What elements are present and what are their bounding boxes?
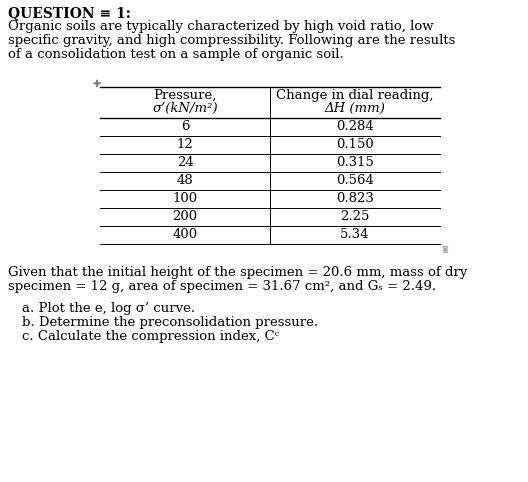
Text: Organic soils are typically characterized by high void ratio, low: Organic soils are typically characterize… <box>8 20 433 33</box>
Text: 6: 6 <box>181 120 189 133</box>
Text: ΔH (mm): ΔH (mm) <box>325 102 385 115</box>
Text: Change in dial reading,: Change in dial reading, <box>276 89 433 102</box>
Text: 0.823: 0.823 <box>336 192 374 205</box>
Text: 2.25: 2.25 <box>341 210 370 223</box>
Text: ✚: ✚ <box>92 79 100 89</box>
Text: c. Calculate the compression index, Cᶜ: c. Calculate the compression index, Cᶜ <box>22 330 279 343</box>
Text: σ’(kN/m²): σ’(kN/m²) <box>152 102 218 115</box>
Text: 0.315: 0.315 <box>336 156 374 169</box>
Text: Pressure,: Pressure, <box>153 89 216 102</box>
Text: Given that the initial height of the specimen = 20.6 mm, mass of dry: Given that the initial height of the spe… <box>8 266 467 279</box>
Text: 200: 200 <box>173 210 197 223</box>
Text: 12: 12 <box>177 138 193 151</box>
Text: 100: 100 <box>173 192 197 205</box>
Text: of a consolidation test on a sample of organic soil.: of a consolidation test on a sample of o… <box>8 48 344 61</box>
Text: 0.150: 0.150 <box>336 138 374 151</box>
Text: a. Plot the e, log σ’ curve.: a. Plot the e, log σ’ curve. <box>22 302 195 315</box>
Text: ◙: ◙ <box>441 245 448 252</box>
Text: specific gravity, and high compressibility. Following are the results: specific gravity, and high compressibili… <box>8 34 455 47</box>
Text: b. Determine the preconsolidation pressure.: b. Determine the preconsolidation pressu… <box>22 316 318 329</box>
Text: 0.564: 0.564 <box>336 174 374 187</box>
Text: 0.284: 0.284 <box>336 120 374 133</box>
Text: 24: 24 <box>177 156 193 169</box>
Text: specimen = 12 g, area of specimen = 31.67 cm², and Gₛ = 2.49.: specimen = 12 g, area of specimen = 31.6… <box>8 280 436 293</box>
Text: 5.34: 5.34 <box>340 228 370 241</box>
Text: QUESTION ≡ 1:: QUESTION ≡ 1: <box>8 6 131 20</box>
Text: 400: 400 <box>173 228 197 241</box>
Text: 48: 48 <box>177 174 193 187</box>
